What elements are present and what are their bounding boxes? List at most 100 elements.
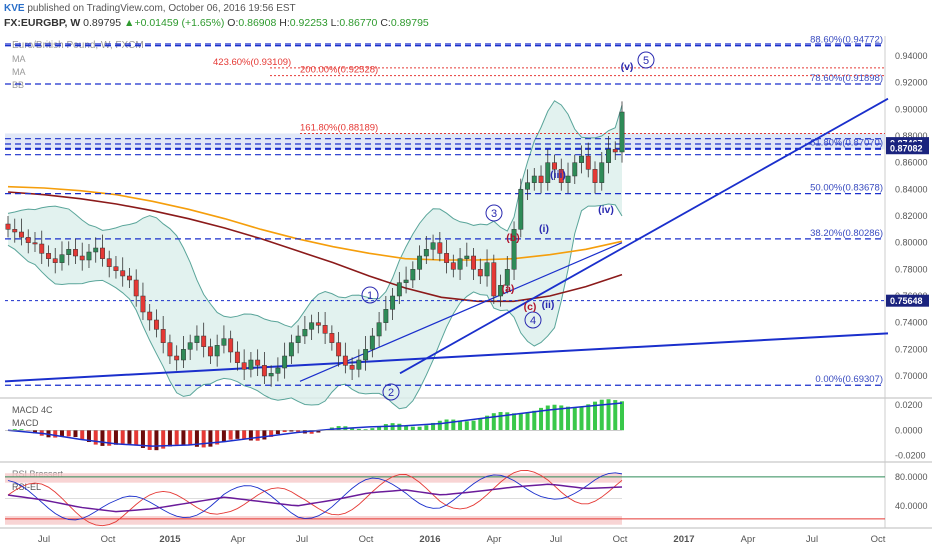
candle-body [349, 365, 355, 370]
candle-body [288, 342, 294, 357]
macd-histogram-bar [471, 420, 476, 431]
macd-histogram-bar [188, 430, 193, 446]
macd-histogram-bar [566, 406, 571, 431]
wave-circle [382, 383, 400, 401]
macd-histogram-bar [113, 430, 118, 445]
macd-histogram-bar [275, 430, 280, 435]
macd-histogram-bar [505, 412, 510, 431]
candle-body [194, 335, 200, 343]
symbol-line: FX:EURGBP, W 0.89795 ▲+0.01459 (+1.65%) … [4, 17, 429, 29]
x-tick-label: Oct [101, 534, 116, 545]
wave-label-minor: (iv) [598, 204, 614, 216]
macd-histogram-bar [208, 430, 213, 447]
extension-level-label: 423.60%(0.93109) [213, 57, 291, 68]
candle-body [383, 309, 389, 323]
macd-histogram-bar [134, 430, 139, 446]
macd-histogram-bar [620, 401, 624, 431]
macd-histogram-bar [518, 413, 523, 431]
candle-body [619, 111, 625, 153]
macd-histogram-bar [572, 407, 577, 431]
macd-histogram-bar [100, 430, 105, 446]
macd-histogram-bar [545, 405, 550, 431]
fib-level-label: 50.00%(0.83678) [810, 183, 883, 194]
macd-histogram-bar [397, 423, 402, 431]
candle-body [73, 249, 78, 257]
candle-body [525, 182, 530, 190]
macd-histogram-bar [350, 427, 355, 431]
extension-level-label: 161.80%(0.88189) [300, 122, 378, 133]
candle-body [329, 333, 335, 343]
macd-histogram-bar [120, 430, 125, 444]
y-tick-label: 0.82000 [895, 211, 928, 221]
author-name[interactable]: KVE [4, 3, 25, 14]
fib-level-label: 61.80%(0.87070) [810, 137, 883, 148]
fib-level-label: 88.60%(0.94772) [810, 35, 883, 46]
macd-histogram-bar [410, 426, 415, 431]
macd-histogram-bar [458, 420, 463, 431]
rsi-y-tick: 80.0000 [895, 472, 928, 482]
publish-line: KVE published on TradingView.com, Octobe… [4, 3, 296, 14]
x-tick-label: Oct [871, 534, 886, 545]
macd-line [7, 402, 623, 447]
candle-body [39, 243, 45, 254]
rsi-overbought-zone [5, 473, 622, 483]
macd-histogram-bar [431, 422, 436, 431]
macd-histogram-bar [559, 405, 564, 431]
trend-line-support [299, 242, 623, 382]
moving-average-slow [7, 191, 623, 303]
candle-body [32, 242, 38, 245]
candle-body [545, 162, 551, 183]
macd-histogram-bar [255, 430, 260, 441]
wave-label-circled: 4 [530, 315, 536, 327]
macd-histogram-bar [383, 424, 388, 431]
candle-body [241, 362, 247, 370]
candle-body [66, 249, 72, 255]
candle-body [140, 295, 146, 313]
macd-histogram-bar [444, 419, 449, 431]
high-label: H: [279, 17, 290, 29]
macd-histogram-bar [478, 418, 483, 431]
trend-line-channel [399, 97, 889, 375]
macd-histogram-bar [586, 404, 591, 431]
close-label: C: [380, 17, 391, 29]
candle-body [585, 155, 591, 170]
candle-body [93, 247, 99, 253]
candle-body [484, 262, 490, 277]
y-tick-label: 0.84000 [895, 184, 928, 194]
symbol-name[interactable]: FX:EURGBP, W [4, 17, 81, 29]
fib-level-label: 78.60%(0.91898) [810, 73, 883, 84]
x-tick-label: Apr [487, 534, 502, 545]
macd-histogram-bar [242, 430, 247, 440]
y-tick-label: 0.86000 [895, 158, 928, 168]
x-tick-label: 2016 [419, 534, 440, 545]
candle-body [369, 335, 375, 350]
macd-histogram-bar [282, 430, 287, 433]
candle-body [511, 229, 517, 270]
macd-histogram-bar [228, 430, 233, 440]
candle-body [106, 258, 112, 267]
fib-level-label: 0.00%(0.69307) [815, 374, 883, 385]
wave-label-minor: (i) [539, 223, 549, 235]
macd-histogram-bar [201, 430, 206, 448]
macd-histogram-bar [296, 430, 301, 433]
macd-histogram-bar [80, 430, 85, 440]
candle-body [133, 279, 139, 297]
macd-histogram-bar [161, 430, 166, 449]
rsi-y-tick: 40.0000 [895, 501, 928, 511]
candle-body [410, 269, 416, 281]
macd-histogram-bar [147, 430, 152, 450]
candle-body [79, 255, 85, 261]
rsi-stoch-line-red [7, 469, 623, 527]
macd-histogram-bar [613, 400, 618, 431]
fib-zone-band [5, 133, 885, 150]
macd-histogram-bar [491, 413, 496, 431]
candle-body [390, 295, 396, 310]
macd-histogram-bar [221, 430, 226, 442]
wave-circle [524, 311, 542, 329]
rsi-stoch-line-blue [7, 472, 623, 521]
macd-histogram-bar [539, 407, 544, 431]
macd-histogram-bar [53, 430, 58, 438]
candle-body [59, 254, 65, 263]
macd-histogram-bar [498, 412, 503, 431]
